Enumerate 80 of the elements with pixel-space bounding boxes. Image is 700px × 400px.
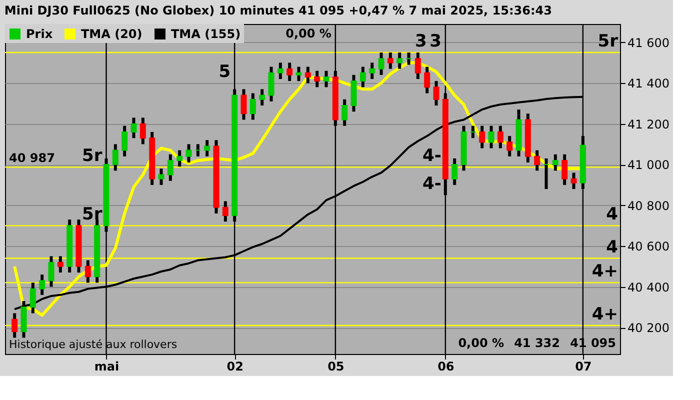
candlestick xyxy=(194,144,201,156)
candlestick xyxy=(250,93,256,120)
y-tick-label: 41 000 xyxy=(628,158,670,172)
candlestick xyxy=(314,70,320,88)
annotation: 5r xyxy=(82,146,103,166)
candlestick xyxy=(296,66,302,82)
candlestick xyxy=(424,66,430,94)
candlestick xyxy=(479,126,486,148)
y-tick-label: 40 400 xyxy=(628,280,670,294)
annotation: 0,00 % xyxy=(458,336,504,350)
annotation: 4- xyxy=(422,146,442,166)
candlestick xyxy=(470,126,476,138)
candlestick xyxy=(186,144,192,163)
candlestick xyxy=(396,52,403,69)
candlestick xyxy=(57,256,64,273)
legend-label: Prix xyxy=(26,27,53,41)
candlestick xyxy=(84,260,91,283)
candlestick xyxy=(158,168,164,185)
candlestick xyxy=(570,172,577,189)
x-tick-label: 02 xyxy=(226,360,244,374)
candlestick xyxy=(543,158,550,189)
annotation: 4 xyxy=(606,237,618,258)
candlestick xyxy=(497,126,504,148)
annotation: 3 xyxy=(415,32,427,52)
candlestick xyxy=(342,99,348,126)
annotation: 4+ xyxy=(592,262,618,282)
candlestick xyxy=(277,62,284,79)
annotation: 5r xyxy=(82,204,103,225)
candlestick xyxy=(369,62,376,79)
candlestick xyxy=(222,201,228,222)
annotation: 4 xyxy=(606,204,618,225)
candlestick xyxy=(286,62,293,82)
candlestick xyxy=(360,66,366,88)
y-tick-label: 41 200 xyxy=(628,117,670,132)
candlestick xyxy=(304,66,311,84)
candlestick xyxy=(39,274,46,295)
candlestick xyxy=(48,256,54,287)
candlestick xyxy=(268,66,274,102)
candlestick xyxy=(122,126,128,156)
candlestick xyxy=(259,89,266,106)
annotation: 41 332 xyxy=(514,336,560,350)
y-tick-label: 40 800 xyxy=(628,198,670,213)
annotation: 5r xyxy=(598,32,619,52)
candlestick xyxy=(112,144,118,171)
ref-line-label: 40 987 xyxy=(9,151,55,166)
x-tick-label: 06 xyxy=(438,360,454,374)
candlestick xyxy=(167,154,174,181)
annotation: 4- xyxy=(422,174,442,194)
annotation: 0,00 % xyxy=(286,26,332,40)
candlestick xyxy=(406,52,412,65)
legend-label: TMA (155) xyxy=(171,27,241,41)
candlestick xyxy=(204,140,210,156)
candlestick xyxy=(433,81,440,106)
x-tick-label: mai xyxy=(94,360,120,374)
x-tick-label: 05 xyxy=(328,360,344,374)
candlestick xyxy=(176,150,183,167)
x-tick-label: 07 xyxy=(575,360,592,374)
annotation: 3 xyxy=(430,32,442,52)
candlestick xyxy=(240,89,247,120)
chart-title: Mini DJ30 Full0625 (No Globex) 10 minutes 41 095 +0,47 % 7 mai 2025, 15:36:43 xyxy=(4,3,552,18)
candlestick xyxy=(323,70,330,88)
candlestick xyxy=(452,158,458,185)
legend-label: TMA (20) xyxy=(81,27,142,41)
candlestick xyxy=(414,52,421,79)
candlestick xyxy=(534,150,540,171)
candlestick xyxy=(506,136,513,156)
y-tick-label: 40 600 xyxy=(628,240,670,254)
y-tick-label: 40 200 xyxy=(628,321,670,336)
candlestick xyxy=(562,154,568,185)
candlestick xyxy=(12,313,18,338)
candlestick xyxy=(488,126,494,148)
candlestick xyxy=(130,118,137,138)
candlestick xyxy=(140,118,146,144)
annotation: 4+ xyxy=(592,304,618,324)
annotation: 5 xyxy=(218,62,231,82)
candlestick xyxy=(387,52,394,69)
y-tick-label: 41 600 xyxy=(628,36,670,50)
candlestick xyxy=(378,52,384,75)
y-tick-label: 41 400 xyxy=(628,76,670,91)
candlestick xyxy=(552,154,558,171)
